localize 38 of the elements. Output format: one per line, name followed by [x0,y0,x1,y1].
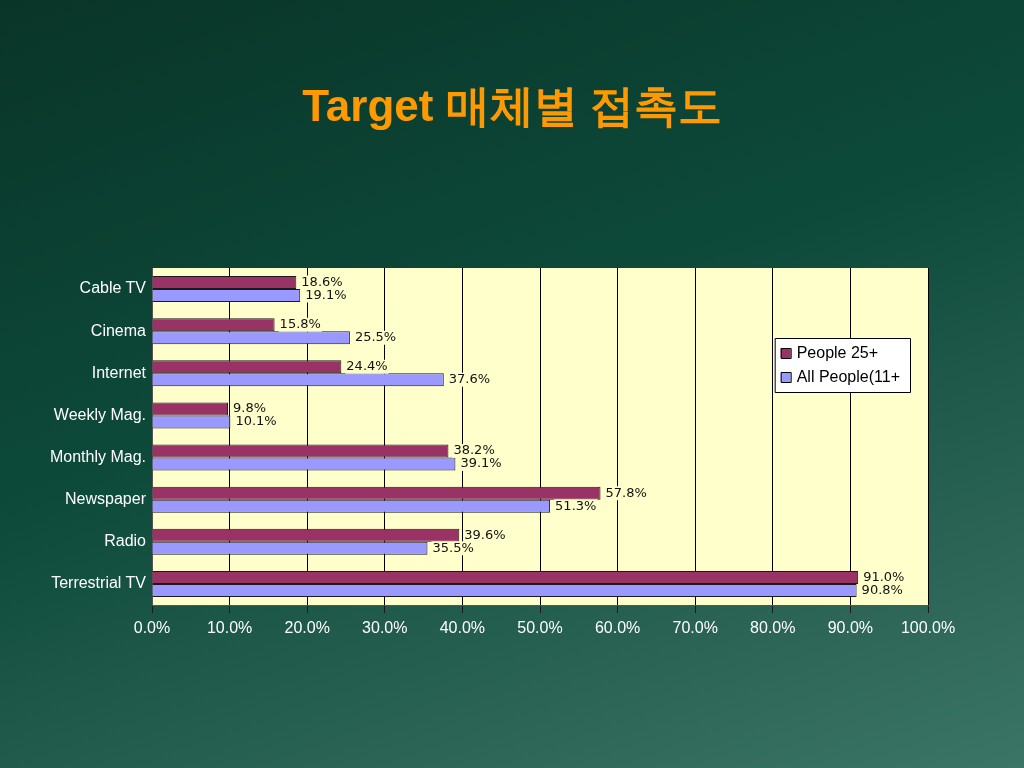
x-tick-label: 30.0% [362,619,408,637]
x-tick-label: 0.0% [133,619,171,637]
data-label: 15.8% [279,316,321,332]
data-label: 91.0% [863,568,905,584]
data-label: 25.5% [354,329,397,345]
data-label: 57.8% [605,484,647,500]
x-tick-label: 80.0% [750,619,796,637]
legend-label: People 25+ [796,344,879,362]
x-tick-label: 90.0% [827,619,874,637]
data-label: 51.3% [555,497,597,513]
data-label: 39.1% [460,455,502,471]
data-label: 90.8% [861,581,903,597]
x-tick-label: 10.0% [206,619,253,637]
data-label: 37.6% [448,371,491,387]
x-tick-label: 50.0% [517,619,563,637]
y-tick-label: Radio [104,532,147,550]
x-tick-label: 60.0% [594,619,641,637]
y-tick-label: Weekly Mag. [53,405,146,423]
x-tick-label: 40.0% [439,619,486,637]
legend-label: All People(11+ [796,368,900,386]
y-tick-label: Internet [91,363,147,381]
data-label: 9.8% [233,400,267,416]
y-tick-label: Monthly Mag. [49,447,146,465]
y-tick-label: Cinema [90,321,147,339]
data-label: 39.6% [464,526,506,542]
y-tick-label: Newspaper [65,490,147,508]
data-label: 19.1% [305,286,347,302]
x-tick-label: 70.0% [672,619,718,637]
x-tick-label: 20.0% [284,619,330,637]
chart-title: Target 매체별 접촉도 [301,80,723,132]
data-label: 10.1% [235,413,277,429]
data-label: 24.4% [346,358,388,374]
data-label: 18.6% [301,273,343,289]
data-label: 38.2% [453,442,495,458]
y-tick-label: Cable TV [79,279,147,297]
x-tick-label: 100.0% [900,619,956,637]
y-tick-label: Terrestrial TV [51,574,147,592]
data-label: 35.5% [432,539,474,555]
